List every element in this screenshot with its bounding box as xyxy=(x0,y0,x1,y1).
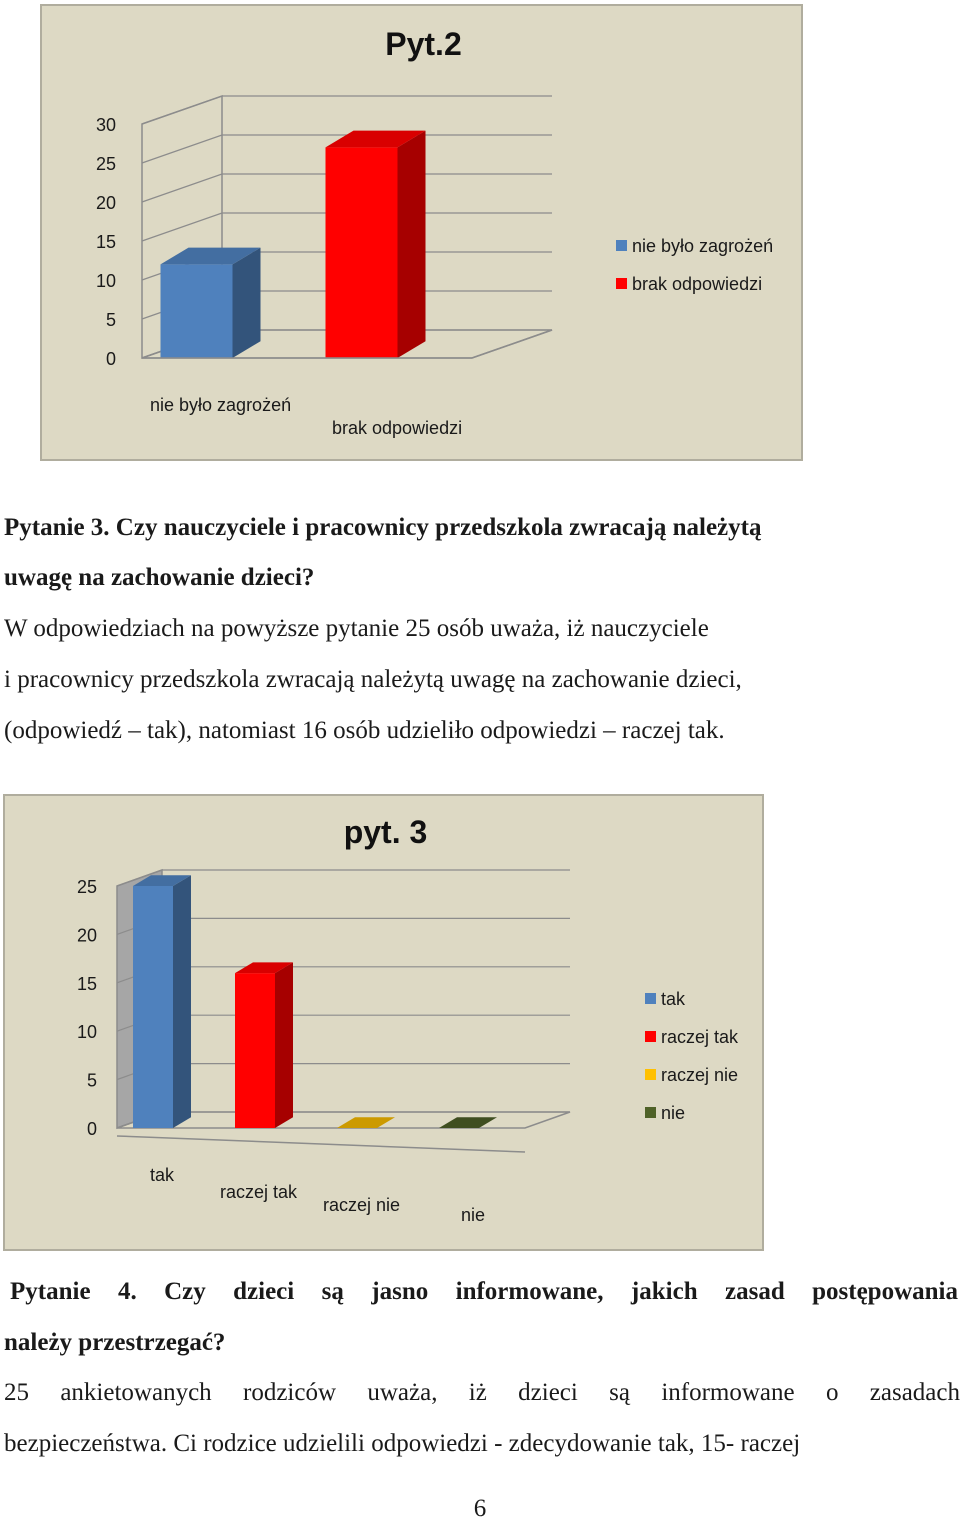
legend-label: raczej tak xyxy=(661,1027,739,1047)
x-axis-line xyxy=(142,329,553,359)
bar-front xyxy=(160,264,233,358)
legend-label: nie było zagrożeń xyxy=(632,236,773,256)
page-number: 6 xyxy=(473,1495,487,1522)
q4-heading-line1: Pytanie 4. Czy dzieci są jasno informowa… xyxy=(10,1278,958,1305)
q3-body-line3: (odpowiedź – tak), natomiast 16 osób udz… xyxy=(4,717,725,744)
bar-side xyxy=(232,247,261,358)
bar-front xyxy=(325,147,398,358)
bar-front xyxy=(235,973,275,1128)
legend-swatch xyxy=(645,1031,656,1042)
y-tick-label: 10 xyxy=(96,271,116,291)
bar-front xyxy=(133,886,173,1128)
bar-top xyxy=(160,247,261,265)
x-category-label: nie xyxy=(461,1205,485,1225)
q4-body-line1: 25 ankietowanych rodziców uważa, iż dzie… xyxy=(4,1379,960,1406)
x-category-label: raczej tak xyxy=(220,1182,298,1202)
q4-heading-line2: należy przestrzegać? xyxy=(4,1329,226,1356)
bar-flat xyxy=(439,1117,497,1128)
x-category-label: raczej nie xyxy=(323,1195,400,1215)
y-tick-label: 0 xyxy=(87,1119,97,1139)
y-tick-label: 20 xyxy=(77,925,97,945)
y-tick-label: 0 xyxy=(106,349,116,369)
x-category-label: nie było zagrożeń xyxy=(150,395,291,415)
legend-swatch xyxy=(645,993,656,1004)
bar-top xyxy=(133,875,191,886)
chart-plot: 0 5 10 15 20 25 tak raczej tak raczej nie nie tak r… xyxy=(77,868,739,1225)
q3-heading-line2: uwagę na zachowanie dzieci? xyxy=(4,564,315,591)
legend-label: brak odpowiedzi xyxy=(632,274,762,294)
q4-body-line2: bezpieczeństwa. Ci rodzice udzielili odp… xyxy=(4,1430,801,1457)
q3-body-line2: i pracownicy przedszkola zwracają należy… xyxy=(4,666,742,693)
bar-top xyxy=(325,130,426,148)
bar-side xyxy=(173,875,191,1128)
y-tick-label: 25 xyxy=(96,154,116,174)
y-tick-label: 30 xyxy=(96,115,116,135)
chart-plot: 0 5 10 15 20 25 30 nie było zagrożeń brak odpowi… xyxy=(96,94,773,438)
legend-label: tak xyxy=(661,989,686,1009)
gridline xyxy=(141,95,552,125)
bar-side xyxy=(275,962,293,1128)
legend-swatch xyxy=(616,240,627,251)
chart-pyt3: pyt. 3 0 5 10 15 20 25 tak raczej tak raczej nie… xyxy=(3,794,764,1251)
legend-label: nie xyxy=(661,1103,685,1123)
bar-flat xyxy=(337,1117,395,1128)
legend-swatch xyxy=(616,278,627,289)
bar-side xyxy=(397,130,426,358)
x-category-label: tak xyxy=(150,1165,175,1185)
x-category-label: brak odpowiedzi xyxy=(332,418,462,438)
chart-pyt2: Pyt.2 0 5 10 15 20 25 30 nie było zagrożeń brak … xyxy=(40,4,803,461)
y-tick-label: 5 xyxy=(87,1071,97,1091)
gridline xyxy=(141,212,552,242)
gridline xyxy=(141,134,552,164)
x-axis-line xyxy=(116,1135,526,1153)
y-tick-label: 10 xyxy=(77,1022,97,1042)
y-tick-label: 20 xyxy=(96,193,116,213)
bar-top xyxy=(235,962,293,974)
gridline xyxy=(116,869,570,887)
legend-swatch xyxy=(645,1069,656,1080)
legend-swatch xyxy=(645,1107,656,1118)
q3-heading-line1: Pytanie 3. Czy nauczyciele i pracownicy … xyxy=(4,514,762,541)
y-tick-label: 15 xyxy=(96,232,116,252)
q3-body-line1: W odpowiedziach na powyższe pytanie 25 o… xyxy=(4,615,709,642)
legend-label: raczej nie xyxy=(661,1065,738,1085)
y-tick-label: 5 xyxy=(106,310,116,330)
y-tick-label: 25 xyxy=(77,877,97,897)
chart-title: pyt. 3 xyxy=(343,814,428,850)
chart-title: Pyt.2 xyxy=(385,26,462,62)
gridline xyxy=(141,173,552,203)
y-tick-label: 15 xyxy=(77,974,97,994)
